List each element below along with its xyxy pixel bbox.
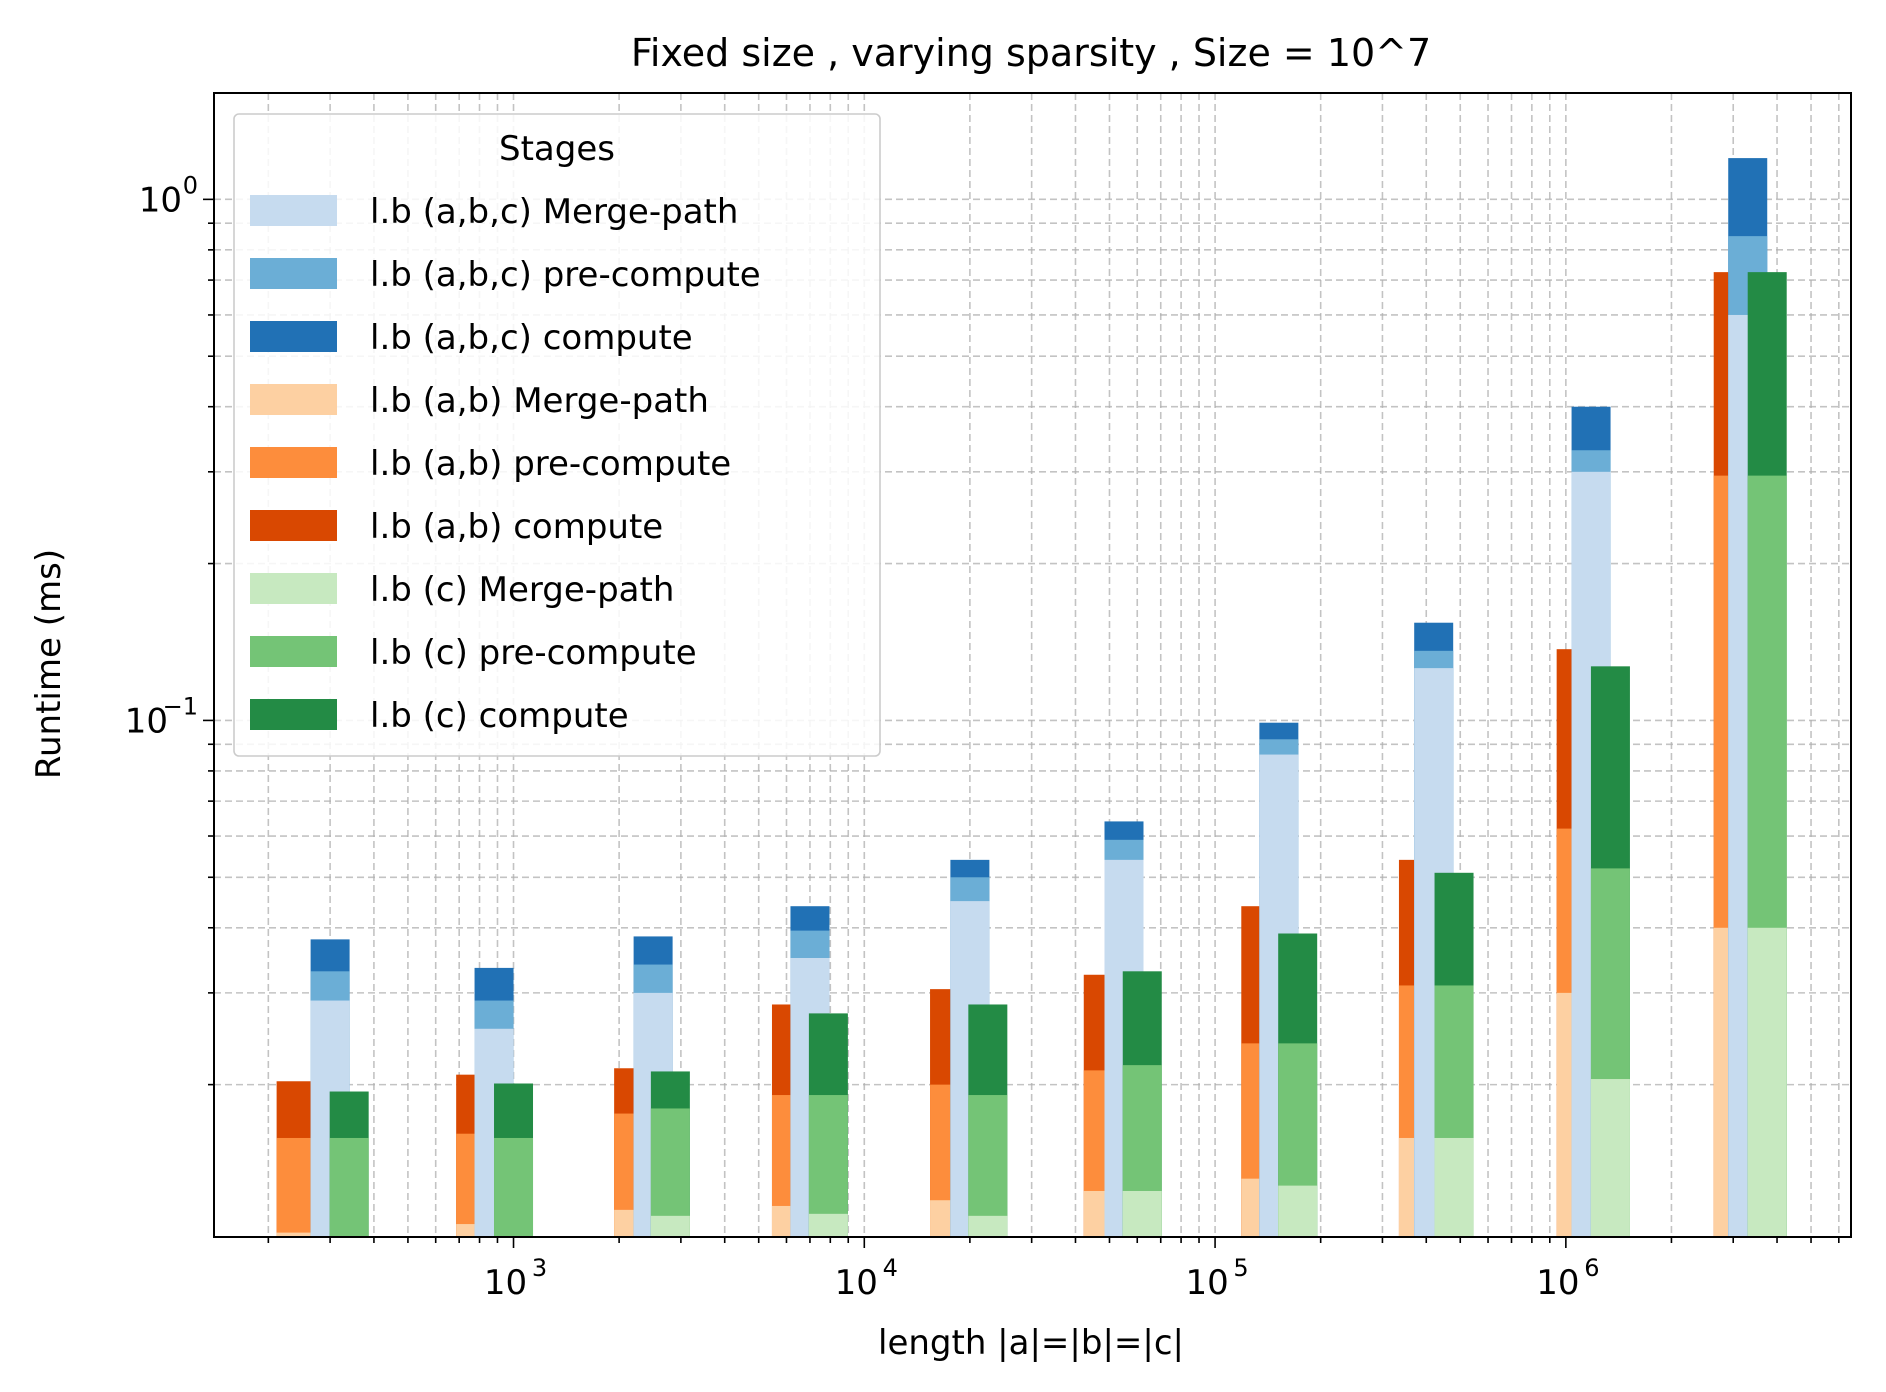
- legend-label: l.b (c) compute: [370, 696, 629, 736]
- legend-swatch: [250, 699, 337, 730]
- svg-text:5: 5: [1233, 1254, 1248, 1282]
- legend-item: l.b (c) compute: [250, 696, 629, 736]
- legend-label: l.b (a,b,c) pre-compute: [370, 255, 761, 295]
- legend-swatch: [250, 636, 337, 667]
- bar-c-merge: [650, 1215, 690, 1237]
- legend-swatch: [250, 384, 337, 415]
- y-tick-label: −110: [125, 692, 198, 741]
- svg-text:10: 10: [139, 180, 182, 220]
- legend-label: l.b (c) Merge-path: [370, 570, 674, 610]
- legend-item: l.b (a,b) Merge-path: [250, 381, 709, 421]
- legend-item: l.b (a,b,c) compute: [250, 318, 693, 358]
- x-tick-label: 10 5: [1185, 1254, 1248, 1303]
- legend-label: l.b (a,b) pre-compute: [370, 444, 731, 484]
- svg-text:10: 10: [835, 1263, 878, 1303]
- bar-c-merge: [1434, 1137, 1474, 1237]
- x-tick-label: 10 6: [1536, 1254, 1599, 1303]
- bar-c-merge: [1590, 1079, 1630, 1237]
- bar-c-pre: [808, 1095, 848, 1237]
- bar-ab-merge: [276, 1232, 316, 1237]
- legend-item: l.b (a,b,c) pre-compute: [250, 255, 761, 295]
- legend-title: Stages: [499, 129, 615, 169]
- legend-item: l.b (a,b) compute: [250, 507, 663, 547]
- x-tick-label: 10 4: [835, 1254, 898, 1303]
- plot-frame: [213, 92, 1852, 1238]
- legend-label: l.b (a,b,c) compute: [370, 318, 693, 358]
- y-axis-label: Runtime (ms): [29, 549, 69, 779]
- svg-text:0: 0: [183, 171, 198, 199]
- bar-c-merge: [1278, 1185, 1318, 1237]
- svg-text:10: 10: [1536, 1263, 1579, 1303]
- legend-item: l.b (c) Merge-path: [250, 570, 674, 610]
- bar-c-merge: [1747, 927, 1787, 1237]
- legend-items: l.b (a,b,c) Merge-path l.b (a,b,c) pre-co…: [250, 192, 761, 736]
- legend-item: l.b (c) pre-compute: [250, 633, 697, 673]
- svg-text:6: 6: [1584, 1254, 1599, 1282]
- bar-c-merge: [808, 1213, 848, 1237]
- axis-ticks: [203, 198, 1840, 1248]
- legend-swatch: [250, 321, 337, 352]
- legend-swatch: [250, 510, 337, 541]
- bar-c-merge: [968, 1215, 1008, 1237]
- legend-item: l.b (a,b,c) Merge-path: [250, 192, 738, 232]
- legend-label: l.b (c) pre-compute: [370, 633, 697, 673]
- svg-text:3: 3: [532, 1254, 547, 1282]
- legend-swatch: [250, 573, 337, 604]
- svg-text:10: 10: [125, 701, 168, 741]
- x-tick-label: 10 3: [484, 1254, 547, 1303]
- legend-swatch: [250, 258, 337, 289]
- bar-c-pre: [650, 1108, 690, 1237]
- legend-label: l.b (a,b) compute: [370, 507, 663, 547]
- x-axis-label: length |a|=|b|=|c|: [878, 1323, 1184, 1363]
- bar-c-pre: [494, 1137, 534, 1237]
- bars: [276, 158, 1787, 1238]
- legend-swatch: [250, 195, 337, 226]
- bar-c-merge: [1122, 1190, 1162, 1237]
- svg-text:−1: −1: [163, 692, 198, 720]
- legend-frame: [233, 113, 881, 757]
- legend-label: l.b (a,b,c) Merge-path: [370, 192, 738, 232]
- legend-label: l.b (a,b) Merge-path: [370, 381, 709, 421]
- legend-item: l.b (a,b) pre-compute: [250, 444, 731, 484]
- svg-text:10: 10: [484, 1263, 527, 1303]
- y-tick-label: 010: [139, 171, 198, 220]
- bar-ab-pre: [276, 1137, 316, 1237]
- bar-c-pre: [329, 1137, 369, 1237]
- legend-swatch: [250, 447, 337, 478]
- chart-title: Fixed size , varying sparsity , Size = 1…: [631, 31, 1431, 75]
- svg-text:10: 10: [1185, 1263, 1228, 1303]
- svg-text:4: 4: [883, 1254, 898, 1282]
- bar-c-pre: [968, 1095, 1008, 1237]
